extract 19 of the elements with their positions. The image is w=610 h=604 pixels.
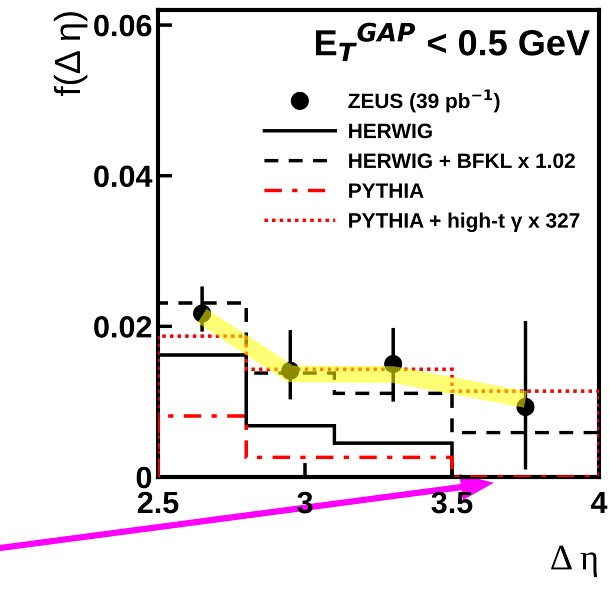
x-tick-label: 4 [590, 492, 608, 514]
annotation: E$_{T}$$^{GAP}$ < 0.5 GeV [316, 22, 590, 62]
point [516, 398, 535, 416]
point [281, 362, 300, 380]
x-axis-title: Δ η [551, 546, 598, 578]
y-tick-label: 0.02 [94, 316, 152, 338]
y-axis-title: f(Δ η) [54, 12, 88, 96]
point [384, 354, 402, 374]
y-tick-label: 0.04 [94, 165, 152, 188]
x-tick-label: 3.5 [431, 492, 472, 514]
legend-label: ZEUS (39 pb$^{−1}$) [348, 89, 500, 112]
x-tick-label: 2.5 [138, 492, 178, 514]
legend-label: HERWIG + BFKL x 1.02 [349, 153, 575, 168]
legend-label: PYTHIA [349, 183, 424, 198]
y-tick-label: 0 [136, 466, 152, 488]
y-tick-label: 0.06 [94, 14, 152, 36]
legend-label: PYTHIA + high-t γ x 327 [349, 212, 580, 232]
legend-label: HERWIG [349, 124, 432, 138]
point [193, 304, 212, 323]
